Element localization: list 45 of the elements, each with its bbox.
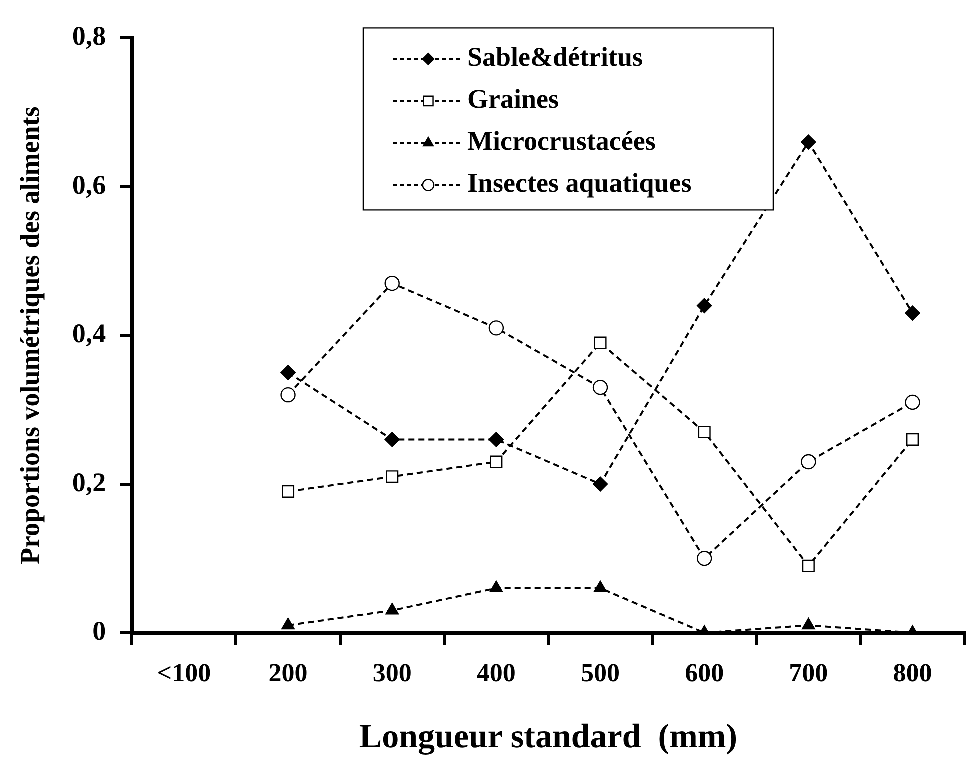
x-tick-label: <100: [157, 658, 212, 688]
point: [282, 485, 295, 498]
point: [802, 560, 815, 572]
x-tick-label: 600: [685, 658, 724, 688]
x-tick-label: 500: [581, 658, 620, 688]
point: [592, 476, 608, 492]
point: [280, 365, 296, 380]
point: [282, 618, 295, 630]
x-tick-label: 300: [372, 658, 412, 688]
point: [698, 426, 711, 439]
point: [906, 433, 920, 446]
legend-label: Graines: [467, 84, 559, 114]
point: [696, 298, 712, 314]
y-tick-label: 0: [92, 616, 106, 646]
point: [488, 320, 504, 336]
point: [384, 276, 400, 292]
y-tick-label: 0,2: [72, 467, 106, 498]
point: [386, 603, 400, 615]
point: [488, 432, 504, 448]
point: [592, 380, 608, 396]
point: [490, 580, 504, 592]
legend-label: Microcrustacées: [467, 126, 656, 156]
y-tick-label: 0,8: [72, 21, 106, 52]
x-tick-label: 200: [268, 658, 308, 688]
y-tick-label: 0,4: [72, 318, 106, 349]
point: [696, 551, 712, 566]
point: [801, 454, 816, 470]
point: [384, 432, 400, 448]
y-axis-title: Proportions volumétriques des aliments: [15, 106, 46, 564]
point: [280, 387, 296, 403]
legend-label: Insectes aquatiques: [467, 168, 692, 198]
point: [802, 618, 816, 630]
legend-label: Sable&détritus: [467, 42, 643, 72]
x-tick-label: 400: [476, 658, 516, 688]
x-tick-label: 700: [789, 658, 828, 688]
point: [386, 470, 399, 484]
x-axis-title: Longueur standard (mm): [359, 718, 738, 756]
point: [905, 394, 920, 410]
y-tick-label: 0,6: [72, 170, 106, 200]
point: [594, 336, 607, 350]
point: [490, 456, 503, 468]
point: [801, 134, 816, 150]
point: [594, 580, 608, 592]
point: [905, 306, 920, 321]
x-tick-label: 800: [893, 658, 932, 688]
